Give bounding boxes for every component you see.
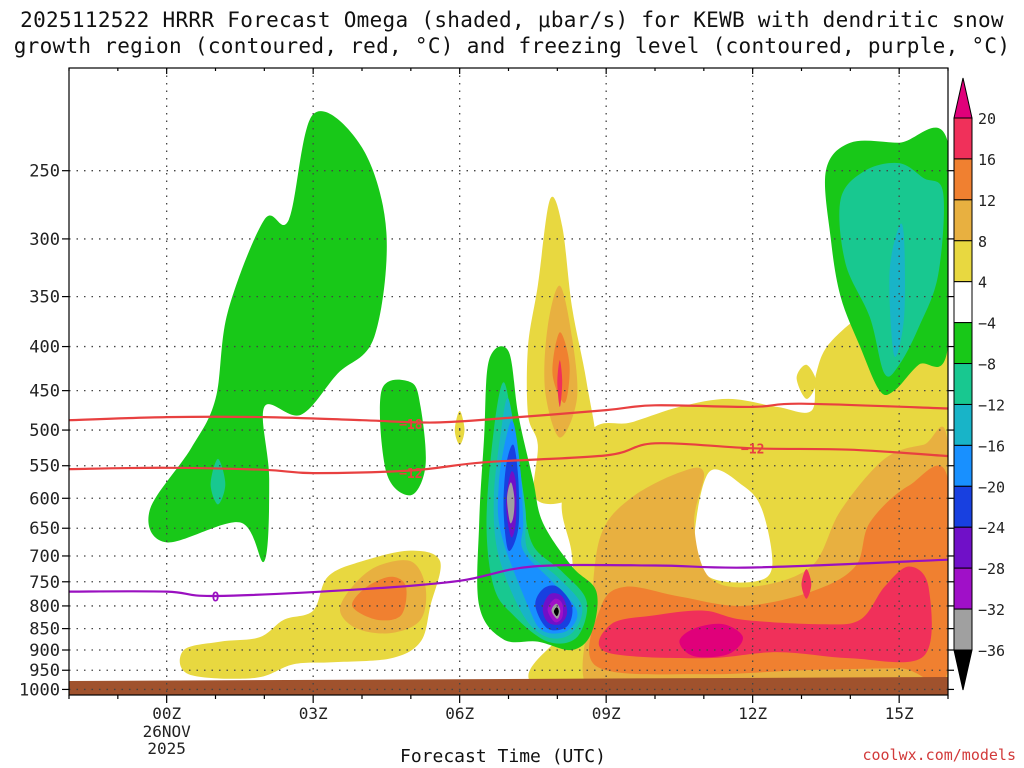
colorbar-label: 4 xyxy=(978,274,987,292)
omega-region-green-speck xyxy=(454,410,465,445)
colorbar-label: 8 xyxy=(978,233,987,251)
colorbar-label: 12 xyxy=(978,192,996,210)
colorbar-label: −8 xyxy=(978,356,996,374)
omega-region-magenta-east xyxy=(679,623,743,658)
x-tick-label: 00Z xyxy=(152,704,181,723)
colorbar-label: −12 xyxy=(978,396,1005,414)
colorbar-label: −24 xyxy=(978,519,1005,537)
colorbar-label: −32 xyxy=(978,601,1005,619)
omega-region-black-updraft xyxy=(553,607,559,617)
omega-region-gray-updraft xyxy=(506,482,515,524)
colorbar-label: −16 xyxy=(978,437,1005,455)
y-tick-label: 500 xyxy=(29,421,60,441)
credit-link[interactable]: coolwx.com/models xyxy=(862,746,1016,764)
isotherm--12 xyxy=(69,442,948,475)
y-tick-label: 900 xyxy=(29,641,60,661)
y-tick-label: 600 xyxy=(29,489,60,509)
terrain-ground xyxy=(69,677,948,695)
colorbar-label: −28 xyxy=(978,560,1005,578)
y-tick-label: 800 xyxy=(29,597,60,617)
x-axis-label: Forecast Time (UTC) xyxy=(400,746,606,767)
x-tick-label: 03Z xyxy=(299,704,328,723)
colorbar-label: 16 xyxy=(978,151,996,169)
y-tick-label: 350 xyxy=(29,288,60,308)
y-tick-label: 850 xyxy=(29,620,60,640)
colorbar-segment xyxy=(953,444,973,487)
y-tick-label: 950 xyxy=(29,661,60,681)
colorbar-segment xyxy=(953,199,973,242)
colorbar-label: 20 xyxy=(978,110,996,128)
x-tick-label: 09Z xyxy=(592,704,621,723)
y-tick-label: 1000 xyxy=(19,680,60,700)
x-tick-year: 2025 xyxy=(147,739,186,758)
x-tick-label: 06Z xyxy=(445,704,474,723)
isotherm-0 xyxy=(69,558,948,598)
chart-title-line2: growth region (contoured, red, °C) and f… xyxy=(13,34,1011,58)
omega-region-red-plume xyxy=(557,360,563,407)
colorbar-segment xyxy=(953,322,973,365)
colorbar-segment xyxy=(953,608,973,651)
isotherm-label: −12 xyxy=(399,467,422,482)
omega-region-green-west xyxy=(148,111,387,563)
isotherm-label: −18 xyxy=(399,418,423,433)
omega-region-cyan-west xyxy=(210,458,226,505)
omega-region-green-mid xyxy=(379,379,426,496)
isotherm-label: 0 xyxy=(212,590,220,605)
y-tick-label: 400 xyxy=(29,338,60,358)
x-tick-label: 15Z xyxy=(885,704,914,723)
colorbar-segment xyxy=(953,281,973,324)
y-tick-label: 250 xyxy=(29,162,60,182)
colorbar-segment xyxy=(953,363,973,405)
colorbar-segment xyxy=(953,240,973,283)
colorbar-segment xyxy=(953,526,973,569)
colorbar-segment xyxy=(953,485,973,528)
colorbar-segment xyxy=(953,403,973,446)
colorbar-label: −20 xyxy=(978,478,1005,496)
x-tick-label: 12Z xyxy=(738,704,767,723)
y-tick-label: 750 xyxy=(29,573,60,593)
y-tick-label: 700 xyxy=(29,547,60,567)
omega-shading: −18 −12 −12 0 xyxy=(69,68,948,695)
omega-region-cyan-east-top xyxy=(889,223,906,357)
omega-region-red-speck xyxy=(801,569,812,599)
x-tick-date: 26NOV xyxy=(143,722,192,741)
colorbar-segment xyxy=(953,117,973,160)
y-tick-label: 450 xyxy=(29,382,60,402)
colorbar-bottom-arrow xyxy=(953,649,973,691)
colorbar-segment xyxy=(953,158,973,201)
colorbar-segment xyxy=(953,567,973,610)
omega-region-yellow-small-top xyxy=(796,364,817,399)
colorbar-top-arrow xyxy=(953,77,973,119)
colorbar-label: −36 xyxy=(978,642,1005,660)
colorbar-label: −4 xyxy=(978,315,996,333)
isotherm--18 xyxy=(69,402,948,424)
y-tick-label: 550 xyxy=(29,457,60,477)
isotherm-label: −12 xyxy=(741,442,764,457)
chart-title-line1: 2025112522 HRRR Forecast Omega (shaded, … xyxy=(20,8,1004,32)
y-tick-label: 650 xyxy=(29,519,60,539)
y-tick-label: 300 xyxy=(29,230,60,250)
